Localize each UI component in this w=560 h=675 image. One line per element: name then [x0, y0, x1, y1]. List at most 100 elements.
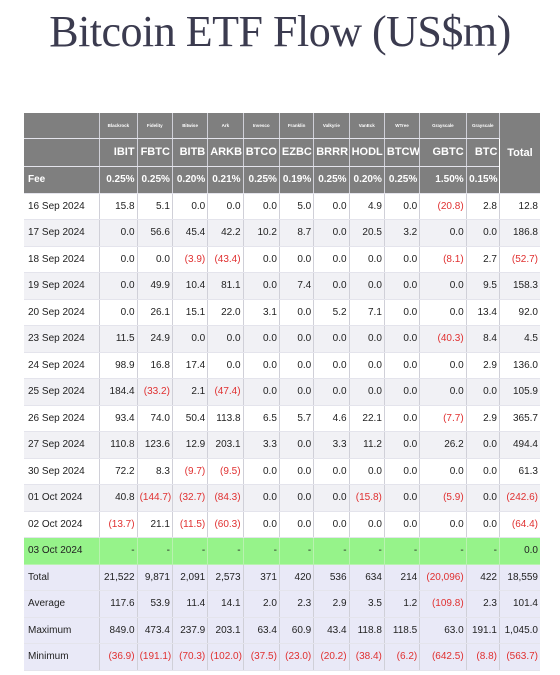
- flow-cell: -: [137, 537, 173, 565]
- corner-cell: [24, 113, 101, 139]
- stat-cell: 63.0: [419, 617, 467, 644]
- flow-cell: 0.0: [313, 484, 350, 512]
- stat-cell: (23.0): [279, 643, 315, 671]
- flow-cell: -: [384, 537, 421, 565]
- flow-cell: 0.0: [243, 246, 280, 273]
- flow-cell: 50.4: [172, 405, 209, 432]
- flow-cell: 13.4: [466, 299, 500, 326]
- fee-row: Fee 0.25% 0.25% 0.20% 0.21% 0.25% 0.19% …: [24, 166, 540, 194]
- flow-cell: 2.9: [466, 352, 500, 379]
- flow-cell: 0.0: [313, 193, 350, 220]
- flow-cell: 0.0: [172, 193, 209, 220]
- flow-cell: 0.0: [243, 511, 280, 538]
- flow-cell: 0.0: [313, 325, 350, 353]
- fee-label: Fee: [24, 166, 101, 194]
- table-row: 27 Sep 2024 110.8 123.6 12.9 203.1 3.3 0.0 3.3 1…: [24, 431, 540, 459]
- flow-cell: 0.0: [419, 511, 467, 538]
- flow-cell: 0.0: [349, 325, 385, 353]
- stat-total: (563.7): [499, 643, 540, 671]
- flow-cell: -: [349, 537, 385, 565]
- flow-cell: 0.0: [384, 299, 421, 326]
- corner-cell: [24, 138, 101, 167]
- flow-cell: 11.5: [99, 325, 138, 353]
- flow-cell: 0.0: [466, 484, 500, 512]
- flow-cell: 93.4: [99, 405, 138, 432]
- row-total: 158.3: [499, 272, 540, 300]
- fee-value: 0.15%: [466, 166, 500, 194]
- row-date: 24 Sep 2024: [24, 352, 101, 379]
- stat-cell: 60.9: [279, 617, 315, 644]
- row-total: 4.5: [499, 325, 540, 353]
- flow-cell: 0.0: [419, 458, 467, 485]
- flow-cell: 0.0: [466, 458, 500, 485]
- flow-cell: 0.0: [313, 219, 350, 247]
- stat-cell: (109.8): [419, 590, 467, 618]
- flow-cell: 26.2: [419, 431, 467, 459]
- stat-cell: (20,096): [419, 564, 467, 591]
- flow-cell: 17.4: [172, 352, 209, 379]
- flow-cell: -: [279, 537, 315, 565]
- flow-cell: 0.0: [207, 352, 244, 379]
- fee-value: 0.25%: [313, 166, 350, 194]
- stat-cell: 473.4: [137, 617, 173, 644]
- flow-cell: 21.1: [137, 511, 173, 538]
- flow-cell: 0.0: [243, 325, 280, 353]
- flow-cell: 0.0: [279, 299, 315, 326]
- row-total: (64.4): [499, 511, 540, 538]
- stat-cell: 21,522: [99, 564, 138, 591]
- row-date: 16 Sep 2024: [24, 193, 101, 220]
- flow-cell: 15.1: [172, 299, 209, 326]
- flow-cell: 2.1: [172, 378, 209, 406]
- stat-cell: 2,091: [172, 564, 209, 591]
- flow-cell: 5.1: [137, 193, 173, 220]
- flow-cell: 0.0: [419, 272, 467, 300]
- issuer-name: Grayscale: [419, 113, 467, 139]
- table-row: 23 Sep 2024 11.5 24.9 0.0 0.0 0.0 0.0 0.0 0.0 0.0…: [24, 325, 540, 353]
- table-row: 17 Sep 2024 0.0 56.6 45.4 42.2 10.2 8.7 0.0 20.5…: [24, 219, 540, 247]
- flow-cell: 10.2: [243, 219, 280, 247]
- stat-cell: 1.2: [384, 590, 421, 618]
- fee-value: 0.20%: [172, 166, 209, 194]
- flow-cell: 15.8: [99, 193, 138, 220]
- flow-cell: 0.0: [99, 246, 138, 273]
- flow-cell: (9.7): [172, 458, 209, 485]
- flow-cell: 2.9: [466, 405, 500, 432]
- issuer-name: Blackrock: [99, 113, 138, 139]
- flow-cell: 0.0: [313, 378, 350, 406]
- flow-cell: (43.4): [207, 246, 244, 273]
- flow-cell: 0.0: [313, 458, 350, 485]
- flow-cell: 4.9: [349, 193, 385, 220]
- issuer-name: VanEck: [349, 113, 385, 139]
- stat-cell: 371: [243, 564, 280, 591]
- flow-cell: 0.0: [419, 378, 467, 406]
- flow-cell: 0.0: [384, 325, 421, 353]
- flow-cell: (144.7): [137, 484, 173, 512]
- fee-value: 0.19%: [279, 166, 315, 194]
- stat-cell: 3.5: [349, 590, 385, 618]
- stat-cell: 536: [313, 564, 350, 591]
- stat-cell: 63.4: [243, 617, 280, 644]
- row-date: 17 Sep 2024: [24, 219, 101, 247]
- stat-cell: 2,573: [207, 564, 244, 591]
- flow-cell: 7.4: [279, 272, 315, 300]
- stat-cell: 14.1: [207, 590, 244, 618]
- issuer-name: Valkyrie: [313, 113, 350, 139]
- stat-label: Total: [24, 564, 101, 591]
- flow-cell: 0.0: [279, 511, 315, 538]
- issuer-name: Fidelity: [137, 113, 173, 139]
- row-total: 105.9: [499, 378, 540, 406]
- summary-stats: Total 21,522 9,871 2,091 2,573 371 420 536 634 21…: [24, 564, 540, 671]
- fee-value: 0.25%: [243, 166, 280, 194]
- stats-row: Average 117.6 53.9 11.4 14.1 2.0 2.3 2.9 3.5 1.2(…: [24, 590, 540, 618]
- flow-cell: 3.3: [313, 431, 350, 459]
- table-row: 01 Oct 2024 40.8 (144.7) (32.7) (84.3) 0.0 0.0…: [24, 484, 540, 512]
- flow-cell: 0.0: [99, 219, 138, 247]
- fee-value: 0.25%: [137, 166, 173, 194]
- ticker-header: GBTC: [419, 138, 467, 167]
- stat-cell: (8.8): [466, 643, 500, 671]
- stat-label: Maximum: [24, 617, 101, 644]
- flow-cell: (60.3): [207, 511, 244, 538]
- flow-cell: 0.0: [243, 484, 280, 512]
- flow-cell: 2.7: [466, 246, 500, 273]
- etf-flow-table: Blackrock Fidelity Bitwise Ark Invesco F…: [24, 113, 540, 671]
